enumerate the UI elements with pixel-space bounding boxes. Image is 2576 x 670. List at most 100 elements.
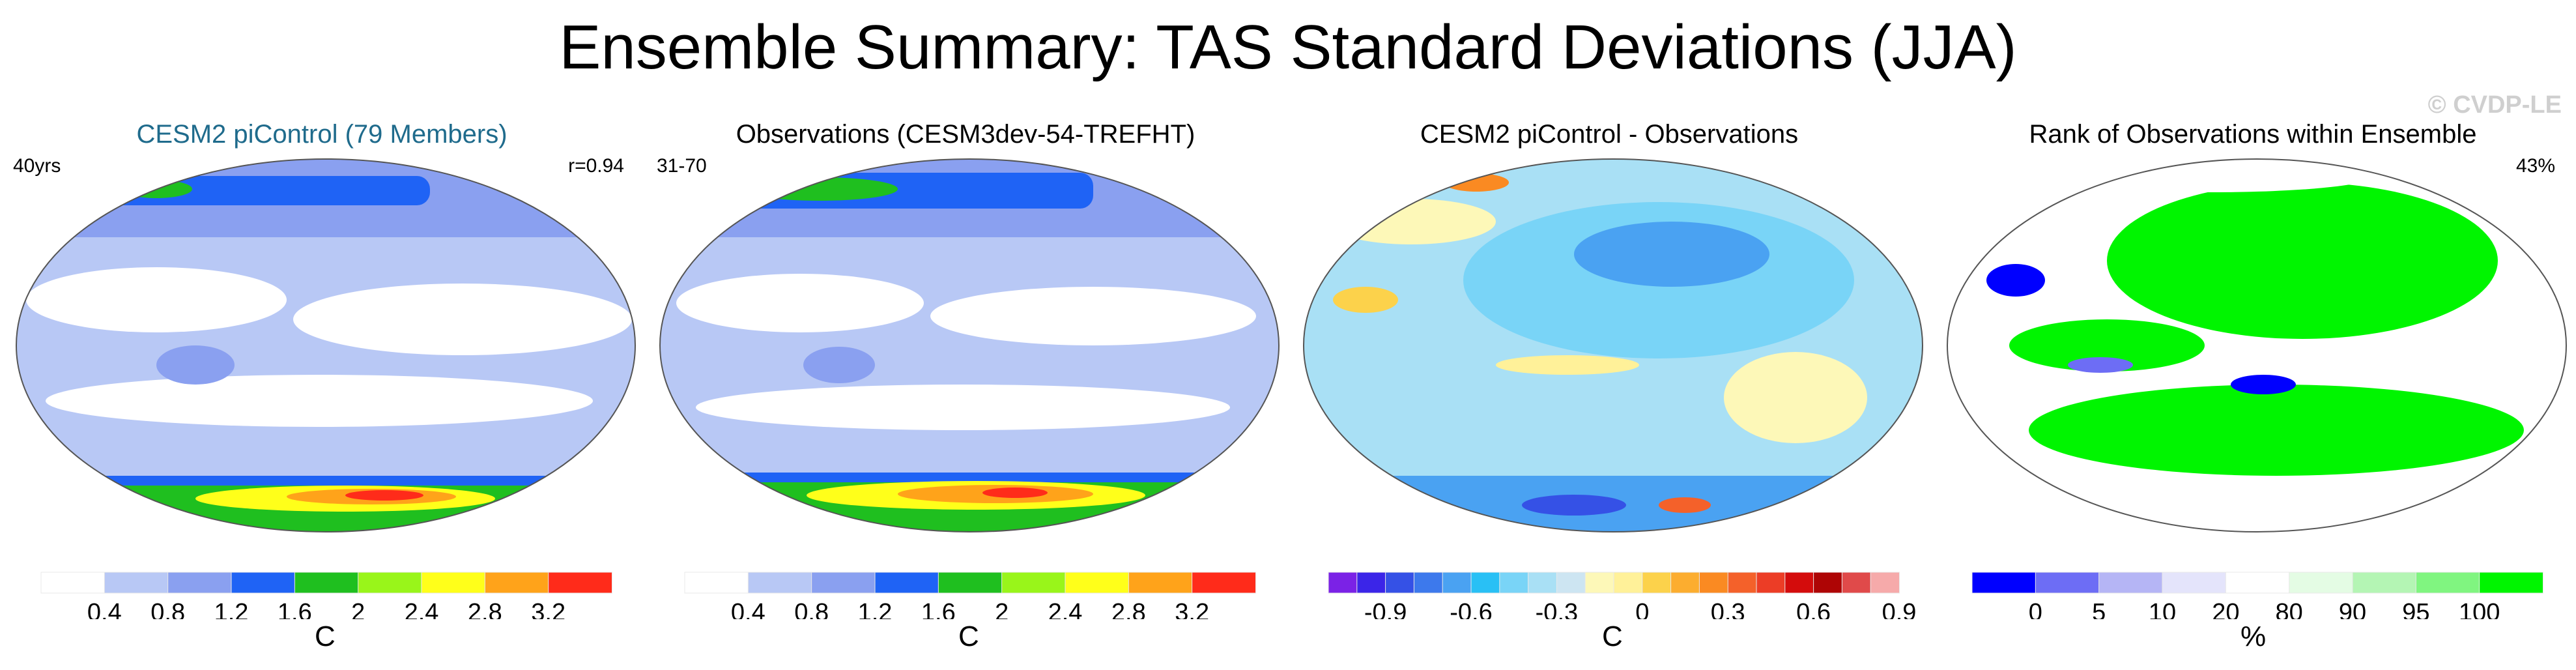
arctic-white xyxy=(2048,160,2374,192)
tropical-low-west xyxy=(676,274,924,332)
antarctic-red xyxy=(345,490,423,501)
colorbar-tick-label: 2 xyxy=(351,599,365,619)
colorbar-swatch xyxy=(1442,572,1472,594)
rank-percent-label: 43% xyxy=(2515,155,2555,177)
colorbar-swatch xyxy=(1727,572,1758,594)
tropical-low-east xyxy=(930,287,1256,345)
colorbar-tick-label: 90 xyxy=(2339,599,2366,619)
colorbar-swatch xyxy=(1642,572,1672,594)
colorbar-swatch xyxy=(1813,572,1843,594)
years-label: 31-70 xyxy=(657,155,707,177)
colorbar-tick-label: 80 xyxy=(2276,599,2303,619)
colorbar-tick-label: 20 xyxy=(2212,599,2239,619)
colorbar-unit: C xyxy=(1602,620,1623,652)
colorbar-tick-label: 0.8 xyxy=(150,599,185,619)
colorbar-tick-label: 0.3 xyxy=(1711,599,1745,619)
colorbar-swatch xyxy=(2225,572,2290,594)
world-map-difference xyxy=(1303,158,1923,532)
colorbar-swatch xyxy=(1128,572,1193,594)
colorbar-swatch xyxy=(1528,572,1558,594)
colorbar-tick-label: 2.4 xyxy=(1048,599,1083,619)
colorbar-swatch xyxy=(1328,572,1358,594)
colorbar-tick-label: 100 xyxy=(2459,599,2500,619)
colorbar-tick-label: -0.6 xyxy=(1450,599,1492,619)
colorbar-swatch xyxy=(1698,572,1729,594)
map-outline xyxy=(659,158,1280,532)
panel-title: Observations (CESM3dev-54-TREFHT) xyxy=(736,120,1195,149)
panel-cesm2-stdev: CESM2 piControl (79 Members) 40yrs r=0.9… xyxy=(0,0,644,670)
colorbar-swatch xyxy=(2415,572,2480,594)
colorbar-tick-label: 2.8 xyxy=(1111,599,1146,619)
colorbar-swatch xyxy=(1470,572,1500,594)
southern-low xyxy=(696,385,1230,430)
australia-high xyxy=(803,347,875,383)
colorbar-tick-label: 10 xyxy=(2149,599,2176,619)
southern-low xyxy=(46,375,593,427)
colorbar-unit: C xyxy=(315,620,336,652)
colorbar-swatch xyxy=(40,572,106,594)
eurasia-yellow xyxy=(1326,199,1496,244)
tropics-green xyxy=(2009,319,2205,371)
colorbar-tick-label: 95 xyxy=(2402,599,2429,619)
figure-title: Ensemble Summary: TAS Standard Deviation… xyxy=(559,12,2017,82)
colorbar-swatch xyxy=(358,572,423,594)
world-map-rank xyxy=(1947,158,2567,532)
map-outline xyxy=(1947,158,2567,532)
pacific-deep xyxy=(1574,222,1769,287)
africa-orange xyxy=(1333,287,1398,313)
colorbar-swatch xyxy=(1784,572,1814,594)
colorbar-tick-label: 0.6 xyxy=(1796,599,1831,619)
tropical-low-east xyxy=(293,284,632,355)
colorbar-swatch xyxy=(484,572,549,594)
years-label: 40yrs xyxy=(13,155,61,177)
colorbar-tick-label: 2.4 xyxy=(405,599,439,619)
colorbar-swatch xyxy=(1385,572,1415,594)
colorbar-tick-label: 2 xyxy=(995,599,1009,619)
colorbar-unit: C xyxy=(958,620,979,652)
arctic-green xyxy=(741,177,898,201)
colorbar-rank: 0 5 10 20 80 90 95 100 xyxy=(1971,572,2544,619)
australia-high xyxy=(156,345,235,385)
southamerica-yellow xyxy=(1724,352,1867,443)
southern-green xyxy=(2029,385,2524,476)
colorbar-swatch xyxy=(104,572,169,594)
antarctic-red xyxy=(1782,499,1822,512)
colorbar-tick-label: 1.6 xyxy=(921,599,956,619)
map-outline xyxy=(1303,158,1923,532)
panel-observations-stdev: Observations (CESM3dev-54-TREFHT) 31-70 … xyxy=(644,0,1287,670)
colorbar-swatch xyxy=(2352,572,2417,594)
cvdp-watermark: © CVDP-LE xyxy=(2427,91,2562,119)
colorbar-tick-label: 1.2 xyxy=(214,599,249,619)
colorbar-swatch xyxy=(1841,572,1872,594)
colorbar-tick-label: -0.3 xyxy=(1536,599,1578,619)
colorbar-swatch xyxy=(1356,572,1386,594)
colorbar-swatch xyxy=(1971,572,2037,594)
panel-title: CESM2 piControl (79 Members) xyxy=(136,120,508,149)
tropics-yellow xyxy=(1496,355,1639,375)
europe-orange xyxy=(1444,173,1509,192)
colorbar-swatch xyxy=(1670,572,1700,594)
colorbar-swatch xyxy=(2479,572,2544,594)
colorbar-swatch xyxy=(1584,572,1615,594)
panel-title: CESM2 piControl - Observations xyxy=(1420,120,1799,149)
map-outline xyxy=(16,158,636,532)
colorbar-swatch xyxy=(937,572,1003,594)
colorbar-swatch xyxy=(2098,572,2163,594)
colorbar-tick-label: 2.8 xyxy=(468,599,502,619)
colorbar-swatch xyxy=(294,572,359,594)
panel-difference: CESM2 piControl - Observations -0.9 -0.6-… xyxy=(1287,0,1931,670)
colorbar-unit: % xyxy=(2240,620,2267,652)
pattern-correlation-label: r=0.94 xyxy=(568,155,624,177)
colorbar-swatch xyxy=(167,572,232,594)
world-map-observations xyxy=(659,158,1280,532)
panel-title: Rank of Observations within Ensemble xyxy=(2029,120,2477,149)
colorbar-swatch xyxy=(231,572,296,594)
arctic-highs xyxy=(104,176,430,205)
colorbar-swatch xyxy=(2035,572,2100,594)
colorbar-swatch xyxy=(1556,572,1586,594)
colorbar-tick-label: 0.8 xyxy=(794,599,829,619)
colorbar-swatch xyxy=(747,572,812,594)
colorbar-tick-label: 0.4 xyxy=(87,599,122,619)
colorbar-swatch xyxy=(548,572,613,594)
north-pacific-green xyxy=(2107,182,2498,339)
